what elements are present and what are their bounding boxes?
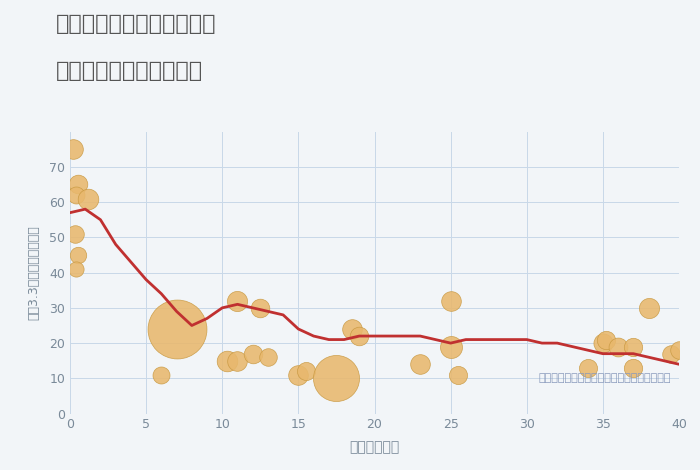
Point (331, 375, 342, 382)
Point (612, 343, 624, 351)
Point (71, 265, 82, 273)
Point (582, 364, 594, 371)
Point (71, 191, 82, 199)
Point (354, 332, 365, 340)
X-axis label: 築年数（年）: 築年数（年） (349, 440, 400, 454)
Point (83, 195, 94, 202)
Point (666, 350, 677, 357)
Point (255, 304, 266, 312)
Point (601, 336, 612, 343)
Point (247, 350, 258, 357)
Point (300, 368, 312, 375)
Point (453, 371, 464, 379)
Point (293, 371, 304, 379)
Point (171, 325, 182, 333)
Point (156, 371, 167, 379)
Point (69, 230, 80, 237)
Point (232, 297, 243, 305)
Point (262, 353, 274, 361)
Point (232, 357, 243, 365)
Point (72, 251, 83, 258)
Point (72, 180, 83, 188)
Point (346, 325, 357, 333)
Text: 円の大きさは、取引のあった物件面積を示す: 円の大きさは、取引のあった物件面積を示す (538, 373, 671, 383)
Point (445, 343, 456, 351)
Point (445, 297, 456, 305)
Point (643, 304, 655, 312)
Text: 兵庫県豊岡市出石町小人の: 兵庫県豊岡市出石町小人の (56, 14, 216, 34)
Point (597, 339, 608, 347)
Text: 築年数別中古戸建て価格: 築年数別中古戸建て価格 (56, 61, 203, 81)
Point (221, 357, 232, 365)
Point (67, 146, 78, 153)
Point (628, 364, 639, 371)
Point (628, 343, 639, 351)
Y-axis label: 坪（3.3㎡）単価（万円）: 坪（3.3㎡）単価（万円） (28, 225, 41, 320)
Point (673, 346, 685, 354)
Point (414, 360, 426, 368)
